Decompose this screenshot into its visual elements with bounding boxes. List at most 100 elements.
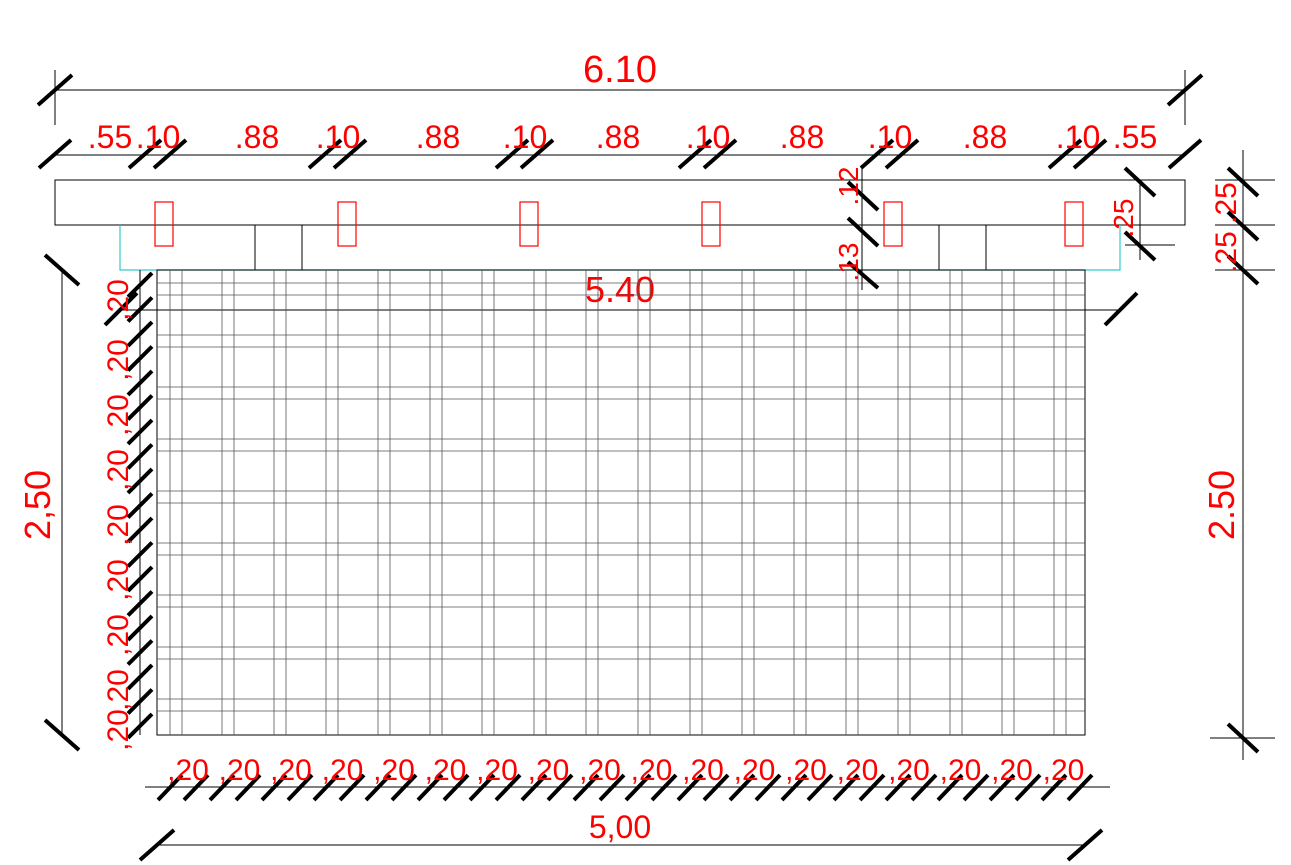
left-spacing-dimension: ,20,20,20,20,20,20,20,20,20 bbox=[102, 270, 154, 751]
left-tick-4 bbox=[126, 369, 154, 397]
right-small-dimension: .25 .12 .13 bbox=[833, 165, 1175, 290]
bottom-spacing-label-1: ,20 bbox=[219, 754, 261, 787]
top-tick-12 bbox=[1072, 138, 1108, 170]
left-tick-13 bbox=[126, 590, 154, 617]
left-height-label: 2,50 bbox=[17, 470, 58, 540]
bottom-tick-15 bbox=[546, 773, 574, 802]
bottom-tick-8 bbox=[364, 773, 392, 802]
left-spacing-label-7: ,20 bbox=[102, 669, 135, 711]
beam-opening-1 bbox=[337, 201, 357, 247]
top-segment-label-0: .55 bbox=[88, 119, 132, 155]
left-tick-14 bbox=[126, 614, 154, 642]
top-segment-label-4: .88 bbox=[416, 119, 460, 155]
bottom-tick-32 bbox=[988, 773, 1016, 802]
bottom-tick-2 bbox=[208, 773, 236, 802]
top-tick-8 bbox=[702, 138, 738, 170]
left-tick-12 bbox=[126, 565, 154, 593]
bottom-tick-19 bbox=[650, 773, 678, 802]
left-spacing-label-4: ,20 bbox=[102, 504, 135, 546]
bottom-spacing-label-8: ,20 bbox=[579, 754, 621, 787]
bottom-width-dimension: 5,00 bbox=[138, 809, 1104, 862]
bottom-tick-31 bbox=[962, 773, 990, 802]
bottom-tick-3 bbox=[234, 773, 262, 802]
bottom-spacing-label-4: ,20 bbox=[373, 754, 415, 787]
bottom-tick-12 bbox=[468, 773, 496, 802]
left-spacing-label-1: ,20 bbox=[102, 339, 135, 381]
top-tick-7 bbox=[677, 138, 713, 170]
top-segment-label-3: .10 bbox=[316, 119, 360, 155]
bottom-tick-28 bbox=[884, 773, 912, 802]
top-tick-1 bbox=[127, 138, 163, 170]
top-tick-11 bbox=[1047, 138, 1083, 170]
beam-opening-2 bbox=[519, 201, 539, 247]
bottom-tick-0 bbox=[156, 773, 184, 802]
bottom-spacing-dimension: ,20 ,20 ,20 ,20 ,20 ,20 ,20 ,20 ,20 ,20 ,20 ,20 ,20,… bbox=[145, 754, 1110, 802]
bottom-spacing-label-5: ,20 bbox=[425, 754, 467, 787]
bottom-tick-24 bbox=[780, 773, 808, 802]
left-tick-1 bbox=[126, 296, 154, 323]
top-segment-label-9: .10 bbox=[868, 119, 912, 155]
beam-opening-4 bbox=[883, 201, 903, 247]
far-right-label-2: .25 bbox=[1210, 231, 1243, 273]
left-tick-18 bbox=[126, 712, 154, 740]
top-tick-0 bbox=[37, 138, 73, 170]
beam-opening-0 bbox=[154, 201, 174, 247]
top-tick-9 bbox=[859, 138, 895, 170]
left-tick-0 bbox=[126, 271, 154, 299]
inner-width-label: 5.40 bbox=[585, 269, 655, 310]
bottom-spacing-label-16: ,20 bbox=[991, 754, 1033, 787]
left-tick-15 bbox=[126, 639, 154, 666]
bottom-tick-4 bbox=[260, 773, 288, 802]
beam-opening-5 bbox=[1064, 201, 1084, 247]
top-segment-label-1: .10 bbox=[136, 119, 180, 155]
bottom-tick-14 bbox=[520, 773, 548, 802]
left-spacing-label-0: ,20 bbox=[102, 279, 135, 321]
top-segment-label-12: .55 bbox=[1113, 119, 1157, 155]
beam-openings bbox=[154, 201, 1084, 247]
left-height-dimension: 2,50 bbox=[17, 253, 81, 752]
overall-width-label: 6.10 bbox=[583, 49, 657, 91]
bottom-tick-34 bbox=[1040, 773, 1068, 802]
top-segment-label-2: .88 bbox=[235, 119, 279, 155]
bottom-spacing-label-11: ,20 bbox=[734, 754, 776, 787]
top-segment-label-7: .10 bbox=[686, 119, 730, 155]
left-tick-16 bbox=[126, 663, 154, 691]
bottom-spacing-label-6: ,20 bbox=[476, 754, 518, 787]
mesh-grid bbox=[156, 269, 1086, 736]
bottom-tick-30 bbox=[936, 773, 964, 802]
bottom-tick-20 bbox=[676, 773, 704, 802]
bottom-spacing-label-0: ,20 bbox=[167, 754, 209, 787]
top-tick-5 bbox=[494, 138, 530, 170]
right-small-label-1: .25 bbox=[1108, 199, 1139, 238]
bottom-tick-9 bbox=[390, 773, 418, 802]
top-segment-label-5: .10 bbox=[503, 119, 547, 155]
top-segment-label-10: .88 bbox=[963, 119, 1007, 155]
left-tick-2 bbox=[126, 320, 154, 348]
bottom-spacing-label-12: ,20 bbox=[785, 754, 827, 787]
top-tick-6 bbox=[519, 138, 555, 170]
bottom-tick-16 bbox=[572, 773, 600, 802]
bottom-tick-1 bbox=[182, 773, 210, 802]
top-segment-dimension: .55.10.88.10.88.10.88.10.88.10.88.10.55 bbox=[37, 119, 1203, 170]
top-tick-2 bbox=[152, 138, 188, 170]
left-tick-17 bbox=[126, 688, 154, 715]
bottom-tick-17 bbox=[598, 773, 626, 802]
beam bbox=[54, 179, 1186, 271]
inner-width-dimension: 5.40 bbox=[103, 269, 1139, 327]
left-spacing-label-5: ,20 bbox=[102, 559, 135, 601]
top-segment-label-8: .88 bbox=[780, 119, 824, 155]
left-tick-10 bbox=[126, 516, 154, 544]
bottom-spacing-label-7: ,20 bbox=[528, 754, 570, 787]
bottom-spacing-label-10: ,20 bbox=[682, 754, 724, 787]
far-right-dimension: .25 .25 2.50 bbox=[1201, 150, 1275, 760]
bottom-spacing-label-15: ,20 bbox=[940, 754, 982, 787]
bottom-spacing-label-13: ,20 bbox=[837, 754, 879, 787]
bottom-width-label: 5,00 bbox=[589, 809, 651, 845]
top-segment-label-11: .10 bbox=[1056, 119, 1100, 155]
left-spacing-label-3: ,20 bbox=[102, 449, 135, 491]
bottom-tick-7 bbox=[338, 773, 366, 802]
bottom-spacing-label-2: ,20 bbox=[270, 754, 312, 787]
bottom-tick-5 bbox=[286, 773, 314, 802]
left-spacing-label-2: ,20 bbox=[102, 394, 135, 436]
